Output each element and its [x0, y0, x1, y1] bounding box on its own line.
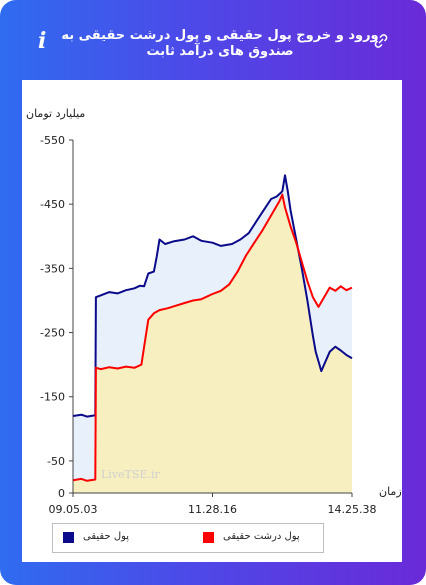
- y-tick-label: -550: [40, 134, 65, 147]
- x-tick-label: 11.28.16: [188, 503, 237, 516]
- x-tick-label: 14.25.38: [328, 503, 377, 516]
- legend-label-real: پول حقیقی: [83, 531, 130, 542]
- area-fill-between: [73, 175, 352, 481]
- y-axis-label: میلیارد تومان: [26, 107, 85, 120]
- area-fill-top: [73, 194, 352, 493]
- series-line-0: [72, 174, 353, 418]
- chart-title: ورود و خروج پول حقیقی و پول درشت حقیقی ب…: [61, 28, 379, 59]
- legend-item-large[interactable]: پول درشت حقیقی: [203, 530, 318, 546]
- chart-legend: پول حقیقی پول درشت حقیقی: [52, 523, 324, 553]
- y-tick-label: -350: [40, 262, 65, 275]
- chart-card: میلیارد تومان زمان LiveTSE.ir 0 -50 -150 -2…: [22, 80, 402, 562]
- x-tick-label: 09.05.03: [49, 503, 98, 516]
- y-tick-label: -50: [47, 455, 65, 468]
- y-tick-label: -250: [40, 327, 65, 340]
- y-tick-label: 0: [58, 487, 65, 500]
- watermark: LiveTSE.ir: [101, 468, 160, 481]
- legend-swatch-large: [203, 532, 214, 543]
- line-chart: میلیارد تومان زمان LiveTSE.ir 0 -50 -150 -2…: [26, 107, 402, 516]
- info-icon[interactable]: i: [38, 28, 47, 54]
- legend-label-large: پول درشت حقیقی: [223, 531, 300, 542]
- link-icon[interactable]: [374, 34, 388, 48]
- y-tick-label: -150: [40, 391, 65, 404]
- y-tick-label: -450: [40, 198, 65, 211]
- x-axis-label: زمان: [379, 485, 402, 498]
- legend-swatch-real: [63, 532, 74, 543]
- series-line-1: [72, 193, 353, 482]
- legend-item-real[interactable]: پول حقیقی: [63, 530, 173, 546]
